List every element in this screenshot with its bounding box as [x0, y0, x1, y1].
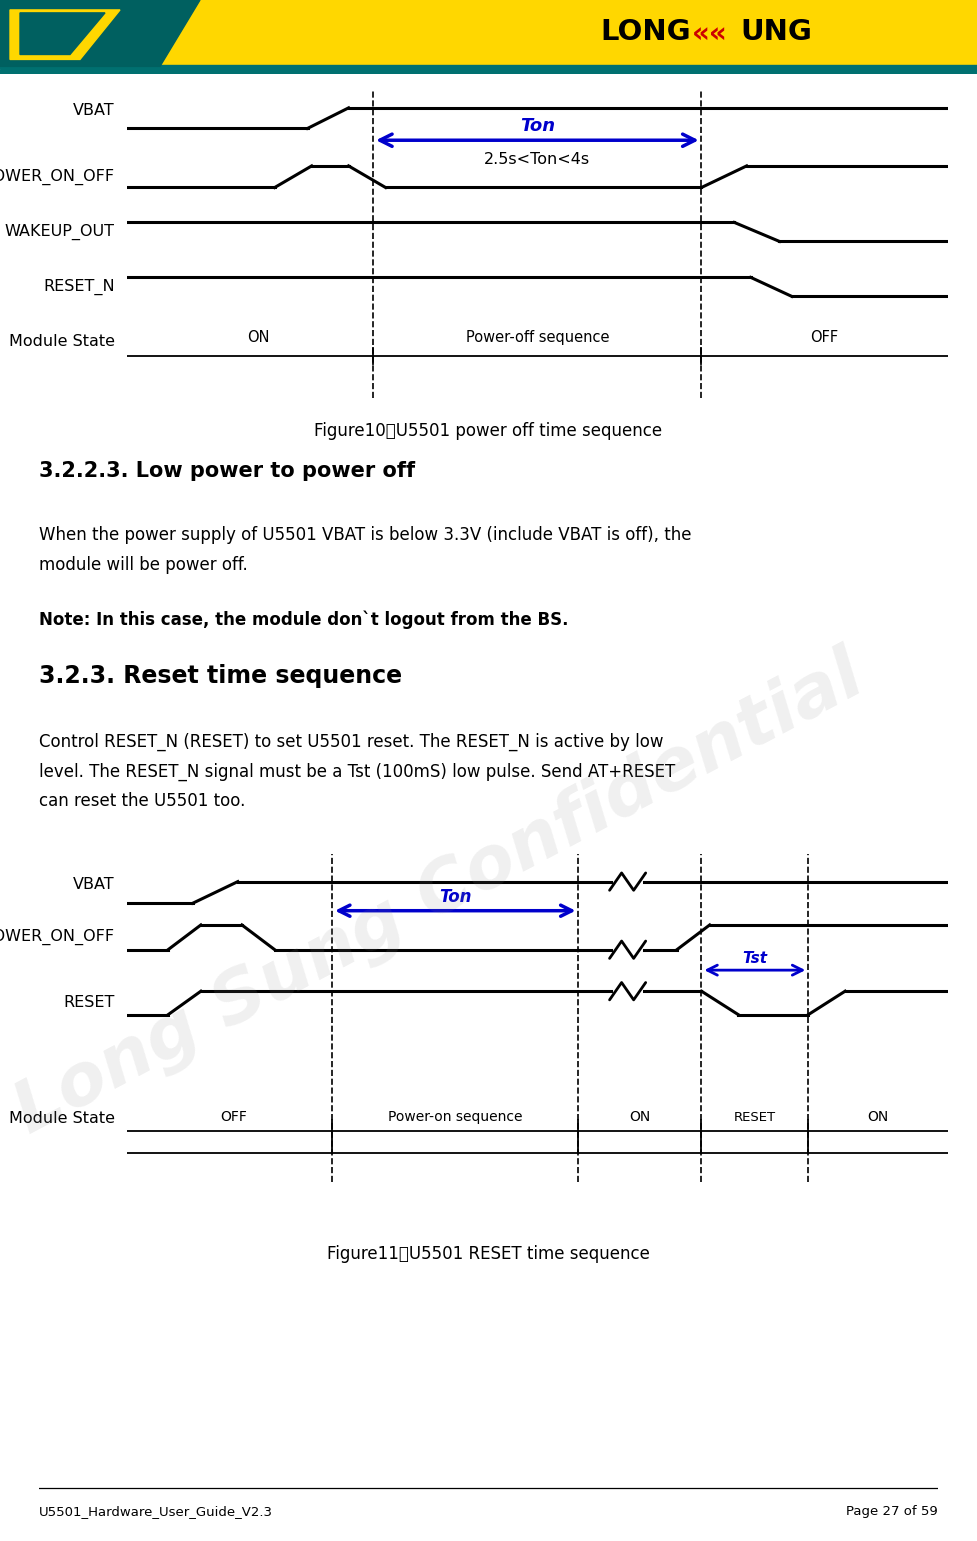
Text: Ton: Ton	[439, 888, 472, 906]
Text: 2.5s<Ton<4s: 2.5s<Ton<4s	[485, 151, 590, 166]
Text: Long Sung Confidential: Long Sung Confidential	[4, 640, 875, 1148]
Text: RESET: RESET	[734, 1111, 776, 1123]
Text: Note: In this case, the module don`t logout from the BS.: Note: In this case, the module don`t log…	[39, 610, 569, 629]
Text: 3.2.2.3. Low power to power off: 3.2.2.3. Low power to power off	[39, 461, 415, 481]
Polygon shape	[10, 9, 120, 60]
Polygon shape	[20, 12, 105, 54]
Text: ON: ON	[629, 1110, 651, 1123]
Text: Tst: Tst	[743, 951, 767, 966]
Text: RESET: RESET	[64, 995, 114, 1011]
Text: RESET_N: RESET_N	[43, 279, 114, 294]
Text: WAKEUP_OUT: WAKEUP_OUT	[5, 223, 114, 240]
Text: Figure11：U5501 RESET time sequence: Figure11：U5501 RESET time sequence	[327, 1245, 650, 1264]
Text: Module State: Module State	[9, 334, 114, 350]
Text: VBAT: VBAT	[73, 877, 114, 892]
Text: Page 27 of 59: Page 27 of 59	[846, 1506, 938, 1518]
Text: ««: ««	[692, 20, 728, 48]
Text: OFF: OFF	[220, 1110, 247, 1123]
Text: Figure10：U5501 power off time sequence: Figure10：U5501 power off time sequence	[315, 422, 662, 441]
Text: ON: ON	[868, 1110, 888, 1123]
Text: When the power supply of U5501 VBAT is below 3.3V (include VBAT is off), the
mod: When the power supply of U5501 VBAT is b…	[39, 527, 692, 573]
Text: Power-off sequence: Power-off sequence	[466, 330, 609, 345]
Text: POWER_ON_OFF: POWER_ON_OFF	[0, 168, 114, 185]
Text: Module State: Module State	[9, 1111, 114, 1126]
Text: UNG: UNG	[740, 17, 812, 46]
Text: Power-on sequence: Power-on sequence	[388, 1110, 523, 1123]
Text: 3.2.3. Reset time sequence: 3.2.3. Reset time sequence	[39, 664, 403, 687]
Text: U5501_Hardware_User_Guide_V2.3: U5501_Hardware_User_Guide_V2.3	[39, 1506, 274, 1518]
Text: POWER_ON_OFF: POWER_ON_OFF	[0, 929, 114, 946]
Text: ON: ON	[247, 330, 270, 345]
Text: LONG: LONG	[600, 17, 691, 46]
Text: Ton: Ton	[520, 117, 555, 136]
Polygon shape	[0, 0, 200, 66]
Text: OFF: OFF	[811, 330, 838, 345]
Text: Control RESET_N (RESET) to set U5501 reset. The RESET_N is active by low
level. : Control RESET_N (RESET) to set U5501 res…	[39, 734, 675, 809]
Text: VBAT: VBAT	[73, 103, 114, 119]
Bar	[0, 65, 977, 69]
